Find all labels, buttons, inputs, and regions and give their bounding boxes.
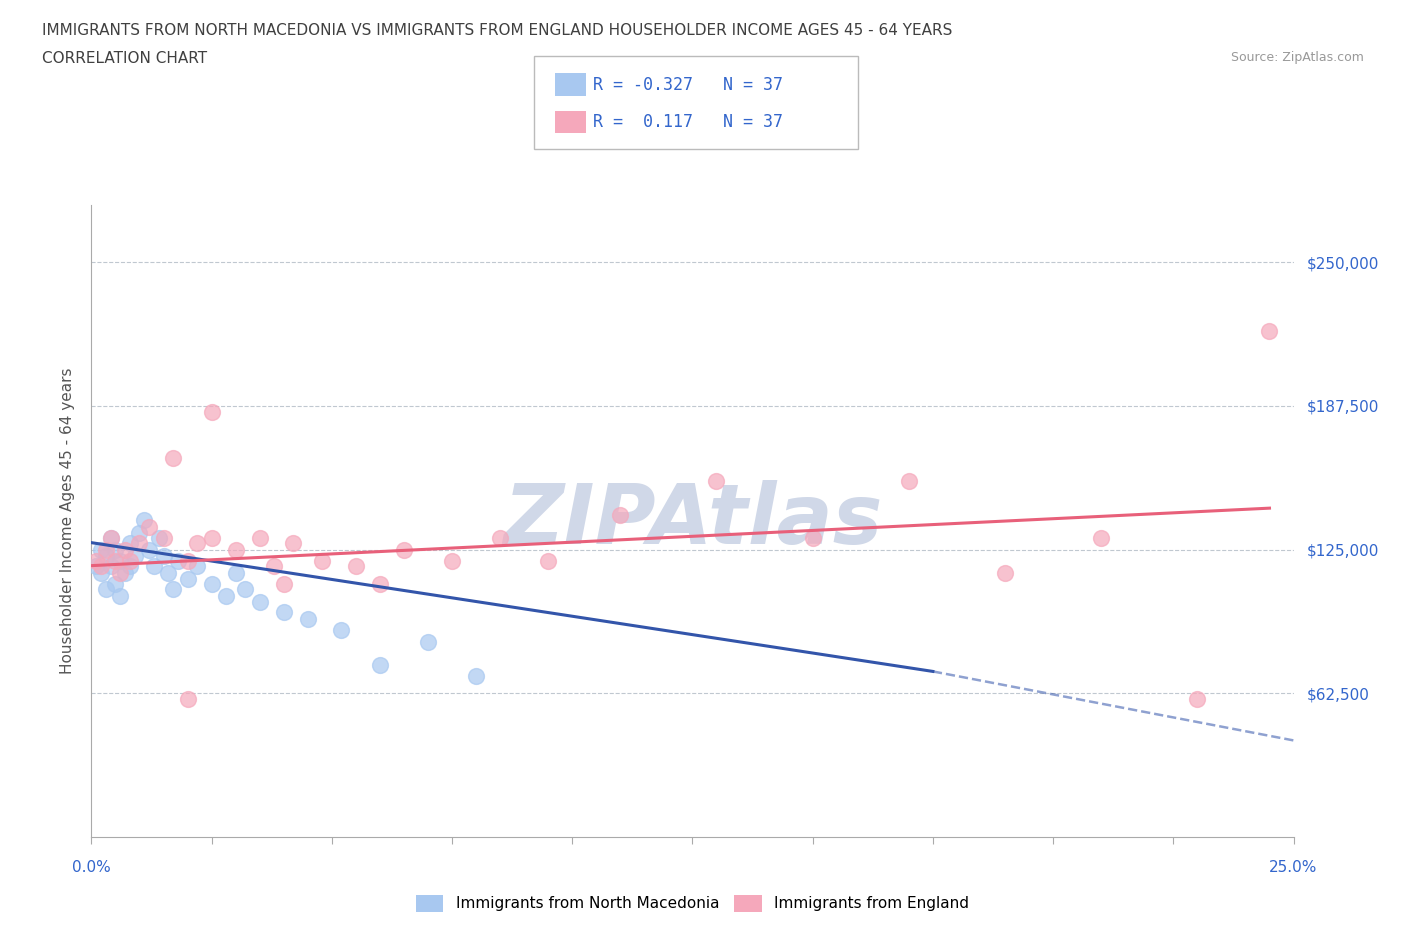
Point [249, 531, 271, 546]
Point [128, 526, 150, 541]
Point [186, 535, 208, 550]
Point [201, 577, 224, 591]
Point [100, 531, 122, 546]
Point [465, 669, 488, 684]
Point [489, 531, 512, 546]
Text: ZIPAtlas: ZIPAtlas [503, 480, 882, 562]
Point [273, 604, 295, 619]
Text: 25.0%: 25.0% [1270, 860, 1317, 875]
Point [416, 634, 439, 649]
Point [128, 535, 150, 550]
Point [1187, 692, 1209, 707]
Point [142, 558, 165, 573]
Point [94, 549, 117, 564]
Point [138, 542, 160, 557]
Point [100, 531, 122, 546]
Point [157, 565, 180, 580]
Text: R =  0.117   N = 37: R = 0.117 N = 37 [593, 113, 783, 131]
Point [118, 535, 141, 550]
Point [176, 553, 198, 568]
Point [225, 542, 247, 557]
Point [152, 531, 174, 546]
Point [273, 577, 295, 591]
Point [104, 542, 127, 557]
Point [84, 553, 107, 568]
Point [311, 553, 333, 568]
Point [249, 595, 271, 610]
Point [440, 553, 463, 568]
Point [297, 611, 319, 626]
Point [215, 588, 238, 603]
Point [134, 512, 156, 527]
Point [94, 542, 117, 557]
Point [330, 622, 353, 637]
Text: R = -0.327   N = 37: R = -0.327 N = 37 [593, 75, 783, 94]
Point [609, 508, 631, 523]
Text: CORRELATION CHART: CORRELATION CHART [42, 51, 207, 66]
Point [152, 549, 174, 564]
Point [94, 581, 117, 596]
Point [201, 531, 224, 546]
Text: 0.0%: 0.0% [72, 860, 111, 875]
Point [84, 558, 107, 573]
Point [104, 553, 127, 568]
Point [118, 558, 141, 573]
Point [118, 553, 141, 568]
Point [162, 581, 184, 596]
Point [392, 542, 415, 557]
Point [1090, 531, 1112, 546]
Point [114, 542, 136, 557]
Point [801, 531, 824, 546]
Point [90, 542, 112, 557]
Point [537, 553, 560, 568]
Point [90, 565, 112, 580]
Text: IMMIGRANTS FROM NORTH MACEDONIA VS IMMIGRANTS FROM ENGLAND HOUSEHOLDER INCOME AG: IMMIGRANTS FROM NORTH MACEDONIA VS IMMIG… [42, 23, 952, 38]
Point [90, 558, 112, 573]
Point [167, 553, 190, 568]
Point [201, 405, 224, 419]
Legend: Immigrants from North Macedonia, Immigrants from England: Immigrants from North Macedonia, Immigra… [409, 889, 976, 918]
Point [368, 658, 391, 672]
Point [1258, 324, 1281, 339]
Point [176, 692, 198, 707]
Point [263, 558, 285, 573]
Point [176, 572, 198, 587]
Point [897, 473, 920, 488]
Point [283, 535, 305, 550]
Point [368, 577, 391, 591]
Point [138, 519, 160, 534]
Point [225, 565, 247, 580]
Point [104, 577, 127, 591]
Text: Source: ZipAtlas.com: Source: ZipAtlas.com [1230, 51, 1364, 64]
Point [148, 531, 170, 546]
Point [706, 473, 728, 488]
Point [124, 549, 146, 564]
Point [100, 558, 122, 573]
Point [162, 450, 184, 465]
Point [994, 565, 1017, 580]
Point [186, 558, 208, 573]
Y-axis label: Householder Income Ages 45 - 64 years: Householder Income Ages 45 - 64 years [60, 367, 76, 674]
Point [110, 553, 132, 568]
Point [114, 565, 136, 580]
Point [344, 558, 367, 573]
Point [110, 565, 132, 580]
Point [233, 581, 256, 596]
Point [110, 588, 132, 603]
